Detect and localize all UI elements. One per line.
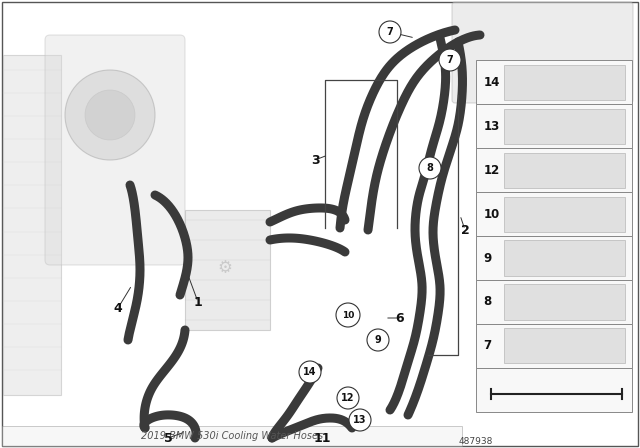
Text: 9: 9 <box>374 335 381 345</box>
Text: 6: 6 <box>396 311 404 324</box>
Bar <box>504 241 625 276</box>
Circle shape <box>367 329 389 351</box>
Text: 5: 5 <box>164 431 172 444</box>
Text: 13: 13 <box>353 415 367 425</box>
Text: 14: 14 <box>484 76 500 89</box>
Bar <box>504 328 625 363</box>
Circle shape <box>337 387 359 409</box>
Circle shape <box>85 90 135 140</box>
Text: 9: 9 <box>484 251 492 265</box>
Bar <box>504 284 625 319</box>
Bar <box>504 65 625 100</box>
Text: 487938: 487938 <box>459 438 493 447</box>
FancyBboxPatch shape <box>452 2 633 103</box>
Bar <box>504 197 625 232</box>
Text: 12: 12 <box>484 164 500 177</box>
Text: 14: 14 <box>303 367 317 377</box>
Text: 4: 4 <box>114 302 122 314</box>
Text: 1: 1 <box>194 296 202 309</box>
Bar <box>3 55 61 395</box>
Bar <box>476 368 632 412</box>
Text: 10: 10 <box>484 207 500 221</box>
Bar <box>504 109 625 144</box>
Bar <box>476 192 632 236</box>
Circle shape <box>336 303 360 327</box>
Bar <box>476 236 632 280</box>
FancyBboxPatch shape <box>45 35 185 265</box>
Text: ⚙: ⚙ <box>218 259 232 277</box>
Text: 13: 13 <box>484 120 500 133</box>
Bar <box>185 210 270 330</box>
Circle shape <box>349 409 371 431</box>
Circle shape <box>439 49 461 71</box>
Bar <box>476 60 632 104</box>
Text: 2019 BMW 530i Cooling Water Hoses: 2019 BMW 530i Cooling Water Hoses <box>141 431 323 441</box>
Circle shape <box>65 70 155 160</box>
Circle shape <box>299 361 321 383</box>
Bar <box>476 148 632 192</box>
Text: 8: 8 <box>427 163 433 173</box>
Text: 7: 7 <box>484 339 492 353</box>
Bar <box>504 153 625 188</box>
Bar <box>476 324 632 368</box>
Text: 2: 2 <box>461 224 469 237</box>
Text: 7: 7 <box>387 27 394 37</box>
Bar <box>476 104 632 148</box>
Text: 12: 12 <box>341 393 355 403</box>
Text: 8: 8 <box>484 295 492 309</box>
Circle shape <box>419 157 441 179</box>
Text: 11: 11 <box>313 431 331 444</box>
Text: 7: 7 <box>447 55 453 65</box>
Circle shape <box>379 21 401 43</box>
Text: 3: 3 <box>310 154 319 167</box>
Bar <box>2 426 462 446</box>
Text: 10: 10 <box>342 310 354 319</box>
Bar <box>476 280 632 324</box>
